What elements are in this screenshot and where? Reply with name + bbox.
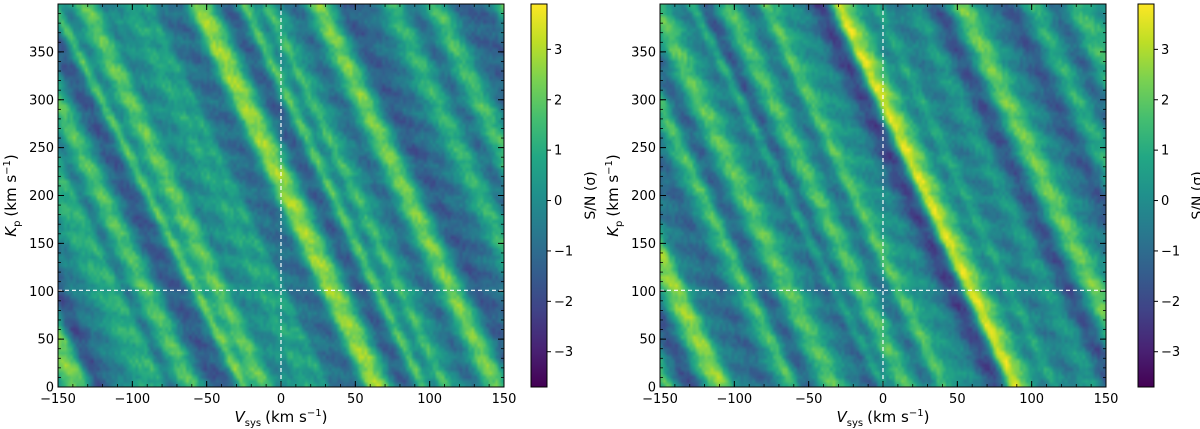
x-tick-label: −150 xyxy=(40,392,76,407)
y-tick-label: 0 xyxy=(648,381,656,396)
x-tick-label: −150 xyxy=(642,392,678,407)
x-axis-label: Vsys (km s−1) xyxy=(235,408,328,429)
x-axis-label: Vsys (km s−1) xyxy=(837,408,930,429)
x-label-unit: (km s xyxy=(265,408,307,426)
colorbar-tick-label: −2 xyxy=(1161,295,1180,310)
y-tick-label: 150 xyxy=(29,237,54,252)
y-tick-label: 250 xyxy=(29,141,54,156)
y-label-exponent: −1 xyxy=(2,160,13,175)
y-label-unit: (km s xyxy=(2,175,20,217)
x-label-unit: (km s xyxy=(867,408,909,426)
y-tick-label: 50 xyxy=(37,333,54,348)
colorbar-label: S/N (σ) xyxy=(1190,171,1200,219)
colorbar-tick-label: 3 xyxy=(1161,43,1169,58)
x-label-subscript: sys xyxy=(847,418,863,429)
x-tick-label: 100 xyxy=(417,392,442,407)
y-tick-label: 300 xyxy=(29,93,54,108)
y-axis-label: Kp (km s−1) xyxy=(604,154,625,237)
y-axis-label: Kp (km s−1) xyxy=(2,154,23,237)
x-tick-label: 150 xyxy=(1094,392,1119,407)
x-tick-label: −100 xyxy=(114,392,150,407)
x-tick-label: 50 xyxy=(949,392,966,407)
y-tick-label: 50 xyxy=(639,333,656,348)
y-label-symbol: K xyxy=(2,226,20,237)
colorbar-tick-label: 1 xyxy=(1161,144,1169,159)
colorbar-tick-label: 2 xyxy=(554,93,562,108)
colorbar xyxy=(1137,3,1155,388)
x-tick-label: 0 xyxy=(277,392,285,407)
y-tick-label: 350 xyxy=(29,45,54,60)
y-label-subscript: p xyxy=(614,221,625,227)
colorbar-tick-label: −3 xyxy=(554,345,573,360)
x-tick-label: 100 xyxy=(1019,392,1044,407)
y-label-close: ) xyxy=(604,154,622,160)
y-label-symbol: K xyxy=(604,226,622,237)
colorbar-tick-label: 3 xyxy=(554,43,562,58)
heatmap-panel-left: −150 −100 −50 0 50 100 150 0 50 100 150 200 250 300 35… xyxy=(2,3,599,429)
y-label-subscript: p xyxy=(12,221,23,227)
y-tick-label: 150 xyxy=(631,237,656,252)
y-tick-label: 0 xyxy=(46,381,54,396)
x-label-exponent: −1 xyxy=(307,408,322,419)
x-label-symbol: V xyxy=(837,408,849,426)
heatmap-panel-right: −150 −100 −50 0 50 100 150 0 50 100 150 200 250 300 35… xyxy=(604,3,1200,429)
colorbar-tick-label: 0 xyxy=(1161,194,1169,209)
x-tick-label: 0 xyxy=(879,392,887,407)
y-tick-label: 300 xyxy=(631,93,656,108)
y-tick-label: 250 xyxy=(631,141,656,156)
colorbar-tick-label: −3 xyxy=(1161,345,1180,360)
colorbar-tick-label: −1 xyxy=(554,244,573,259)
colorbar-tick-label: 0 xyxy=(554,194,562,209)
y-tick-label: 200 xyxy=(29,189,54,204)
y-tick-label: 100 xyxy=(631,285,656,300)
x-tick-label: 50 xyxy=(347,392,364,407)
x-tick-label: −50 xyxy=(795,392,822,407)
colorbar xyxy=(530,3,548,388)
colorbar-tick-label: 1 xyxy=(554,144,562,159)
plot-frame xyxy=(57,3,505,388)
x-label-exponent: −1 xyxy=(909,408,924,419)
plot-frame xyxy=(659,3,1107,388)
x-tick-label: −100 xyxy=(716,392,752,407)
y-tick-label: 100 xyxy=(29,285,54,300)
y-label-unit: (km s xyxy=(604,175,622,217)
colorbar-tick-label: 2 xyxy=(1161,93,1169,108)
x-label-close: ) xyxy=(322,408,328,426)
x-label-subscript: sys xyxy=(245,418,261,429)
y-tick-label: 350 xyxy=(631,45,656,60)
y-label-close: ) xyxy=(2,154,20,160)
x-tick-label: −50 xyxy=(193,392,220,407)
y-tick-label: 200 xyxy=(631,189,656,204)
colorbar-tick-label: −2 xyxy=(554,295,573,310)
x-tick-label: 150 xyxy=(492,392,517,407)
x-label-close: ) xyxy=(924,408,930,426)
x-label-symbol: V xyxy=(235,408,247,426)
y-label-exponent: −1 xyxy=(604,160,615,175)
colorbar-label: S/N (σ) xyxy=(583,171,599,219)
colorbar-tick-label: −1 xyxy=(1161,244,1180,259)
